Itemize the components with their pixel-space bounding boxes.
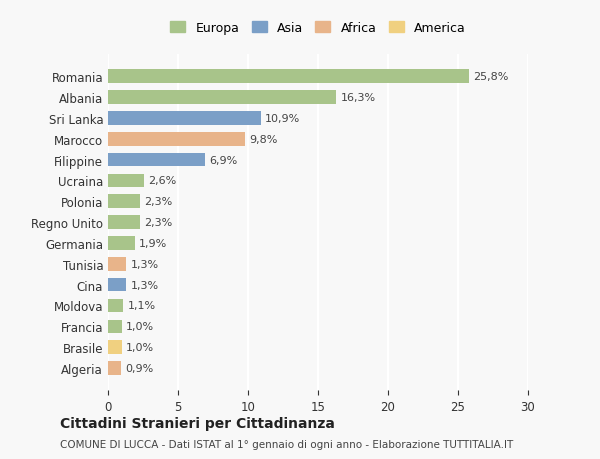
Text: 1,3%: 1,3% [130, 280, 158, 290]
Text: 10,9%: 10,9% [265, 114, 300, 123]
Bar [108, 174, 145, 188]
Text: 1,0%: 1,0% [126, 322, 154, 331]
Text: 2,3%: 2,3% [145, 218, 173, 228]
Bar [108, 237, 134, 250]
Text: 1,3%: 1,3% [130, 259, 158, 269]
Legend: Europa, Asia, Africa, America: Europa, Asia, Africa, America [167, 18, 469, 38]
Text: COMUNE DI LUCCA - Dati ISTAT al 1° gennaio di ogni anno - Elaborazione TUTTITALI: COMUNE DI LUCCA - Dati ISTAT al 1° genna… [60, 440, 513, 449]
Bar [108, 153, 205, 167]
Bar [108, 216, 140, 230]
Text: 2,3%: 2,3% [145, 197, 173, 207]
Bar [108, 278, 126, 292]
Text: 1,0%: 1,0% [126, 342, 154, 353]
Text: 6,9%: 6,9% [209, 155, 237, 165]
Bar [108, 70, 469, 84]
Bar [108, 112, 260, 125]
Text: 16,3%: 16,3% [340, 93, 376, 103]
Text: 25,8%: 25,8% [473, 72, 509, 82]
Text: 9,8%: 9,8% [250, 134, 278, 145]
Text: 2,6%: 2,6% [149, 176, 177, 186]
Text: 1,9%: 1,9% [139, 238, 167, 248]
Text: Cittadini Stranieri per Cittadinanza: Cittadini Stranieri per Cittadinanza [60, 416, 335, 430]
Text: 1,1%: 1,1% [128, 301, 156, 311]
Bar [108, 299, 124, 313]
Bar [108, 341, 122, 354]
Bar [108, 320, 122, 333]
Bar [108, 257, 126, 271]
Text: 0,9%: 0,9% [125, 363, 153, 373]
Bar [108, 133, 245, 146]
Bar [108, 361, 121, 375]
Bar [108, 195, 140, 208]
Bar [108, 91, 336, 105]
